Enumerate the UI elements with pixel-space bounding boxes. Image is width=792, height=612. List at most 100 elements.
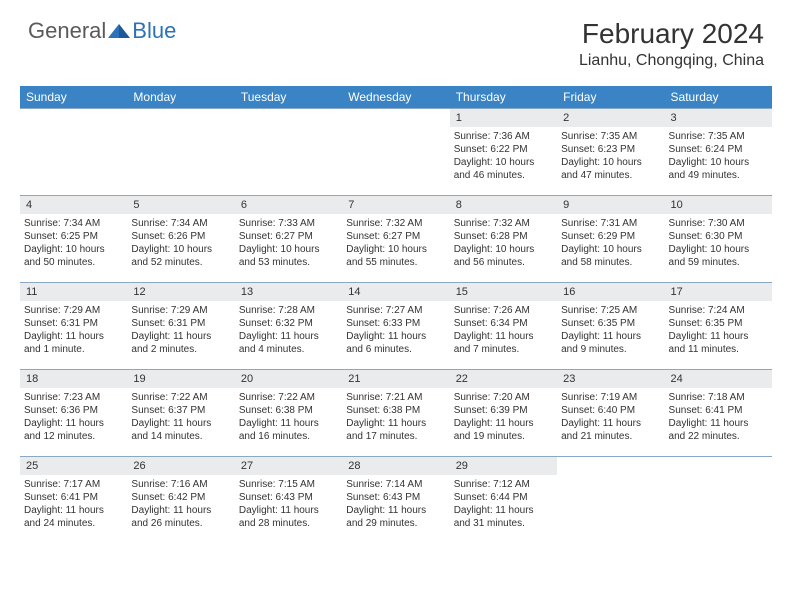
dl2-text: and 2 minutes. xyxy=(131,343,230,356)
day-cell: 13Sunrise: 7:28 AMSunset: 6:32 PMDayligh… xyxy=(235,283,342,369)
day-number: 26 xyxy=(127,457,234,475)
day-cell: 1Sunrise: 7:36 AMSunset: 6:22 PMDaylight… xyxy=(450,109,557,195)
dl2-text: and 56 minutes. xyxy=(454,256,553,269)
day-cell: 2Sunrise: 7:35 AMSunset: 6:23 PMDaylight… xyxy=(557,109,664,195)
day-number: 3 xyxy=(665,109,772,127)
sunset-text: Sunset: 6:35 PM xyxy=(669,317,768,330)
dl2-text: and 9 minutes. xyxy=(561,343,660,356)
sunrise-text: Sunrise: 7:30 AM xyxy=(669,217,768,230)
sunrise-text: Sunrise: 7:27 AM xyxy=(346,304,445,317)
day-number: 7 xyxy=(342,196,449,214)
day-header-thu: Thursday xyxy=(450,86,557,108)
day-number: 17 xyxy=(665,283,772,301)
dl2-text: and 46 minutes. xyxy=(454,169,553,182)
dl1-text: Daylight: 10 hours xyxy=(669,243,768,256)
sunrise-text: Sunrise: 7:32 AM xyxy=(454,217,553,230)
day-cell: 27Sunrise: 7:15 AMSunset: 6:43 PMDayligh… xyxy=(235,457,342,543)
day-cell xyxy=(20,109,127,195)
sunset-text: Sunset: 6:28 PM xyxy=(454,230,553,243)
dl2-text: and 7 minutes. xyxy=(454,343,553,356)
day-cell: 12Sunrise: 7:29 AMSunset: 6:31 PMDayligh… xyxy=(127,283,234,369)
sunrise-text: Sunrise: 7:15 AM xyxy=(239,478,338,491)
day-cell: 10Sunrise: 7:30 AMSunset: 6:30 PMDayligh… xyxy=(665,196,772,282)
day-number: 24 xyxy=(665,370,772,388)
sunrise-text: Sunrise: 7:28 AM xyxy=(239,304,338,317)
day-header-wed: Wednesday xyxy=(342,86,449,108)
day-cell: 24Sunrise: 7:18 AMSunset: 6:41 PMDayligh… xyxy=(665,370,772,456)
day-number: 15 xyxy=(450,283,557,301)
dl2-text: and 14 minutes. xyxy=(131,430,230,443)
day-cell: 7Sunrise: 7:32 AMSunset: 6:27 PMDaylight… xyxy=(342,196,449,282)
day-cell: 9Sunrise: 7:31 AMSunset: 6:29 PMDaylight… xyxy=(557,196,664,282)
day-cell: 5Sunrise: 7:34 AMSunset: 6:26 PMDaylight… xyxy=(127,196,234,282)
day-cell xyxy=(342,109,449,195)
dl1-text: Daylight: 11 hours xyxy=(131,504,230,517)
sunrise-text: Sunrise: 7:36 AM xyxy=(454,130,553,143)
dl2-text: and 4 minutes. xyxy=(239,343,338,356)
title-block: February 2024 Lianhu, Chongqing, China xyxy=(579,18,764,70)
week-row: 11Sunrise: 7:29 AMSunset: 6:31 PMDayligh… xyxy=(20,282,772,369)
dl2-text: and 52 minutes. xyxy=(131,256,230,269)
day-number: 27 xyxy=(235,457,342,475)
sunrise-text: Sunrise: 7:20 AM xyxy=(454,391,553,404)
day-cell: 15Sunrise: 7:26 AMSunset: 6:34 PMDayligh… xyxy=(450,283,557,369)
dl2-text: and 50 minutes. xyxy=(24,256,123,269)
day-cell: 29Sunrise: 7:12 AMSunset: 6:44 PMDayligh… xyxy=(450,457,557,543)
location-text: Lianhu, Chongqing, China xyxy=(579,52,764,70)
day-number: 13 xyxy=(235,283,342,301)
sunrise-text: Sunrise: 7:14 AM xyxy=(346,478,445,491)
dl1-text: Daylight: 10 hours xyxy=(561,243,660,256)
sunset-text: Sunset: 6:31 PM xyxy=(131,317,230,330)
day-cell: 18Sunrise: 7:23 AMSunset: 6:36 PMDayligh… xyxy=(20,370,127,456)
sunrise-text: Sunrise: 7:12 AM xyxy=(454,478,553,491)
dl2-text: and 16 minutes. xyxy=(239,430,338,443)
sunset-text: Sunset: 6:24 PM xyxy=(669,143,768,156)
sunset-text: Sunset: 6:26 PM xyxy=(131,230,230,243)
dl1-text: Daylight: 11 hours xyxy=(346,330,445,343)
day-cell: 3Sunrise: 7:35 AMSunset: 6:24 PMDaylight… xyxy=(665,109,772,195)
sunrise-text: Sunrise: 7:35 AM xyxy=(669,130,768,143)
dl1-text: Daylight: 11 hours xyxy=(346,417,445,430)
logo-triangle-icon xyxy=(108,22,130,40)
day-cell: 11Sunrise: 7:29 AMSunset: 6:31 PMDayligh… xyxy=(20,283,127,369)
dl1-text: Daylight: 11 hours xyxy=(239,417,338,430)
sunset-text: Sunset: 6:25 PM xyxy=(24,230,123,243)
day-cell: 19Sunrise: 7:22 AMSunset: 6:37 PMDayligh… xyxy=(127,370,234,456)
sunset-text: Sunset: 6:40 PM xyxy=(561,404,660,417)
day-cell: 23Sunrise: 7:19 AMSunset: 6:40 PMDayligh… xyxy=(557,370,664,456)
day-number: 6 xyxy=(235,196,342,214)
logo: General Blue xyxy=(28,18,176,44)
day-number: 12 xyxy=(127,283,234,301)
day-number: 4 xyxy=(20,196,127,214)
dl2-text: and 29 minutes. xyxy=(346,517,445,530)
day-number: 25 xyxy=(20,457,127,475)
sunset-text: Sunset: 6:32 PM xyxy=(239,317,338,330)
day-cell: 8Sunrise: 7:32 AMSunset: 6:28 PMDaylight… xyxy=(450,196,557,282)
dl1-text: Daylight: 10 hours xyxy=(239,243,338,256)
sunset-text: Sunset: 6:33 PM xyxy=(346,317,445,330)
day-number: 14 xyxy=(342,283,449,301)
day-cell: 4Sunrise: 7:34 AMSunset: 6:25 PMDaylight… xyxy=(20,196,127,282)
sunset-text: Sunset: 6:35 PM xyxy=(561,317,660,330)
dl1-text: Daylight: 11 hours xyxy=(131,330,230,343)
day-cell: 17Sunrise: 7:24 AMSunset: 6:35 PMDayligh… xyxy=(665,283,772,369)
sunset-text: Sunset: 6:36 PM xyxy=(24,404,123,417)
dl2-text: and 53 minutes. xyxy=(239,256,338,269)
sunrise-text: Sunrise: 7:34 AM xyxy=(24,217,123,230)
dl1-text: Daylight: 11 hours xyxy=(454,417,553,430)
dl1-text: Daylight: 11 hours xyxy=(24,330,123,343)
day-cell: 16Sunrise: 7:25 AMSunset: 6:35 PMDayligh… xyxy=(557,283,664,369)
week-row: 1Sunrise: 7:36 AMSunset: 6:22 PMDaylight… xyxy=(20,108,772,195)
sunset-text: Sunset: 6:30 PM xyxy=(669,230,768,243)
day-number: 2 xyxy=(557,109,664,127)
sunrise-text: Sunrise: 7:32 AM xyxy=(346,217,445,230)
day-header-sun: Sunday xyxy=(20,86,127,108)
day-number: 1 xyxy=(450,109,557,127)
day-number: 5 xyxy=(127,196,234,214)
day-cell: 22Sunrise: 7:20 AMSunset: 6:39 PMDayligh… xyxy=(450,370,557,456)
dl2-text: and 58 minutes. xyxy=(561,256,660,269)
sunrise-text: Sunrise: 7:18 AM xyxy=(669,391,768,404)
sunset-text: Sunset: 6:29 PM xyxy=(561,230,660,243)
dl2-text: and 12 minutes. xyxy=(24,430,123,443)
dl2-text: and 17 minutes. xyxy=(346,430,445,443)
